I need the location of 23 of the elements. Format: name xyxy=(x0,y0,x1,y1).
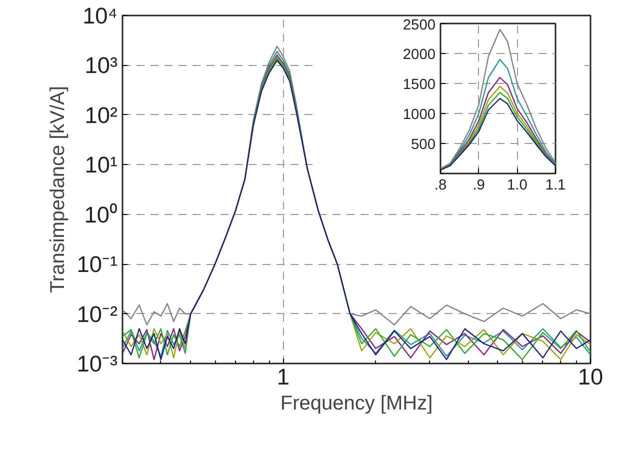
y-tick-label: 1000 xyxy=(402,107,436,123)
y-tick-label: 10⁻¹ xyxy=(76,251,118,278)
y-tick-label: 10⁰ xyxy=(84,201,118,228)
y-axis-title: Transimpedance [kV/A] xyxy=(46,86,69,294)
y-tick-label: 10³ xyxy=(84,52,118,78)
x-tick-label: 10 xyxy=(578,364,604,390)
line-series xyxy=(440,28,556,170)
y-tick-label: 10² xyxy=(84,102,118,128)
x-axis-title: Frequency [MHz] xyxy=(280,392,433,414)
x-tick-label: 1 xyxy=(276,364,290,390)
line-series xyxy=(440,58,556,170)
y-tick-label: 10⁻² xyxy=(76,300,118,327)
y-tick-label: 500 xyxy=(411,137,436,153)
y-tick-label: 10⁻³ xyxy=(76,350,118,376)
x-tick-label: 1.1 xyxy=(545,178,566,194)
y-tick-label: 10⁴ xyxy=(82,2,118,28)
y-tick-label: 2500 xyxy=(402,18,436,34)
y-tick-label: 10¹ xyxy=(84,152,118,178)
y-tick-label: 2000 xyxy=(402,47,436,63)
x-tick-label: .8 xyxy=(434,178,447,194)
x-tick-label: 1.0 xyxy=(506,178,528,194)
x-tick-label: .9 xyxy=(472,178,485,194)
y-tick-label: 1500 xyxy=(402,77,436,93)
